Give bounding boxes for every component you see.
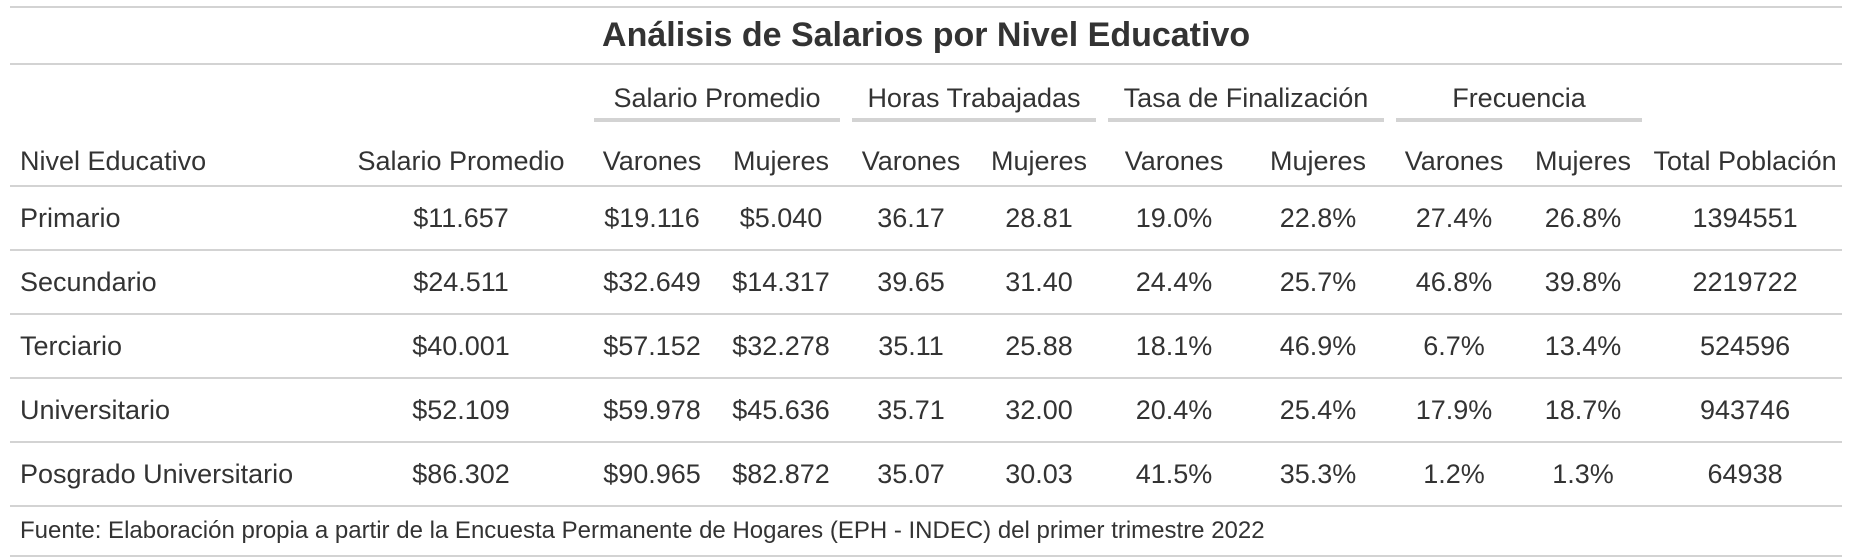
- column-header-row: Nivel Educativo Salario Promedio Varones Mu…: [10, 126, 1843, 187]
- spanner-frecuencia: Frecuencia: [1390, 64, 1648, 126]
- table-cell: 35.3%: [1246, 442, 1390, 507]
- table-row: Posgrado Universitario $86.302 $90.965 $82.…: [10, 442, 1843, 507]
- table-cell: $57.152: [588, 314, 716, 379]
- column-header: Varones: [1390, 126, 1518, 187]
- column-header: Mujeres: [1518, 126, 1648, 187]
- table-cell: 26.8%: [1518, 186, 1648, 251]
- table-cell: 6.7%: [1390, 314, 1518, 379]
- table-cell: $82.872: [716, 442, 846, 507]
- table-cell: $52.109: [334, 378, 588, 443]
- table-cell: 46.9%: [1246, 314, 1390, 379]
- table-cell: 943746: [1648, 378, 1843, 443]
- salary-table: Análisis de Salarios por Nivel Educativo…: [10, 6, 1843, 557]
- column-header: Varones: [588, 126, 716, 187]
- row-label: Primario: [10, 186, 334, 251]
- table-cell: 35.07: [846, 442, 976, 507]
- table-cell: 25.4%: [1246, 378, 1390, 443]
- table-cell: 35.11: [846, 314, 976, 379]
- table-cell: 28.81: [976, 186, 1102, 251]
- table-cell: 1394551: [1648, 186, 1843, 251]
- table-cell: 19.0%: [1102, 186, 1246, 251]
- column-header: Varones: [1102, 126, 1246, 187]
- table-row: Secundario $24.511 $32.649 $14.317 39.65 31.4…: [10, 250, 1843, 315]
- table-cell: 39.8%: [1518, 250, 1648, 315]
- table-cell: 2219722: [1648, 250, 1843, 315]
- row-label: Terciario: [10, 314, 334, 379]
- table-cell: $5.040: [716, 186, 846, 251]
- table-cell: 18.1%: [1102, 314, 1246, 379]
- table-cell: 22.8%: [1246, 186, 1390, 251]
- row-label: Universitario: [10, 378, 334, 443]
- column-header: Nivel Educativo: [10, 126, 334, 187]
- table-cell: 32.00: [976, 378, 1102, 443]
- table-cell: $11.657: [334, 186, 588, 251]
- table-cell: $14.317: [716, 250, 846, 315]
- column-header: Salario Promedio: [334, 126, 588, 187]
- table-row: Universitario $52.109 $59.978 $45.636 35.71 3…: [10, 378, 1843, 443]
- spanner-empty-end: [1648, 64, 1842, 126]
- table-cell: 27.4%: [1390, 186, 1518, 251]
- table-cell: 36.17: [846, 186, 976, 251]
- column-header: Mujeres: [1246, 126, 1390, 187]
- table-cell: 24.4%: [1102, 250, 1246, 315]
- table-row: Terciario $40.001 $57.152 $32.278 35.11 25.88…: [10, 314, 1843, 379]
- table-cell: 18.7%: [1518, 378, 1648, 443]
- spanner-empty: [10, 64, 588, 126]
- table-cell: 1.2%: [1390, 442, 1518, 507]
- table-cell: $32.278: [716, 314, 846, 379]
- table-cell: 25.7%: [1246, 250, 1390, 315]
- table-cell: 1.3%: [1518, 442, 1648, 507]
- table-cell: 30.03: [976, 442, 1102, 507]
- table-cell: 35.71: [846, 378, 976, 443]
- row-label: Posgrado Universitario: [10, 442, 334, 507]
- table-body: Primario $11.657 $19.116 $5.040 36.17 28.81 19…: [10, 186, 1843, 507]
- table-cell: $24.511: [334, 250, 588, 315]
- table-cell: 524596: [1648, 314, 1843, 379]
- table-cell: 20.4%: [1102, 378, 1246, 443]
- table-cell: $45.636: [716, 378, 846, 443]
- table-cell: $40.001: [334, 314, 588, 379]
- table-title: Análisis de Salarios por Nivel Educativo: [10, 6, 1843, 65]
- table-cell: 25.88: [976, 314, 1102, 379]
- table-cell: $59.978: [588, 378, 716, 443]
- source-note: Fuente: Elaboración propia a partir de l…: [10, 506, 1843, 557]
- table-cell: 41.5%: [1102, 442, 1246, 507]
- column-header: Varones: [846, 126, 976, 187]
- spanner-tasa: Tasa de Finalización: [1102, 64, 1390, 126]
- table-cell: $90.965: [588, 442, 716, 507]
- column-header: Mujeres: [976, 126, 1102, 187]
- table-cell: 31.40: [976, 250, 1102, 315]
- table-cell: $19.116: [588, 186, 716, 251]
- table-container: Análisis de Salarios por Nivel Educativo…: [10, 6, 1843, 557]
- table-cell: 39.65: [846, 250, 976, 315]
- table-cell: $86.302: [334, 442, 588, 507]
- table-cell: 46.8%: [1390, 250, 1518, 315]
- table-row: Primario $11.657 $19.116 $5.040 36.17 28.81 19…: [10, 186, 1843, 251]
- table-cell: 17.9%: [1390, 378, 1518, 443]
- table-cell: 13.4%: [1518, 314, 1648, 379]
- table-cell: 64938: [1648, 442, 1843, 507]
- spanner-salario: Salario Promedio: [588, 64, 846, 126]
- column-header: Total Población: [1648, 126, 1843, 187]
- row-label: Secundario: [10, 250, 334, 315]
- column-header: Mujeres: [716, 126, 846, 187]
- table-cell: $32.649: [588, 250, 716, 315]
- spanner-horas: Horas Trabajadas: [846, 64, 1102, 126]
